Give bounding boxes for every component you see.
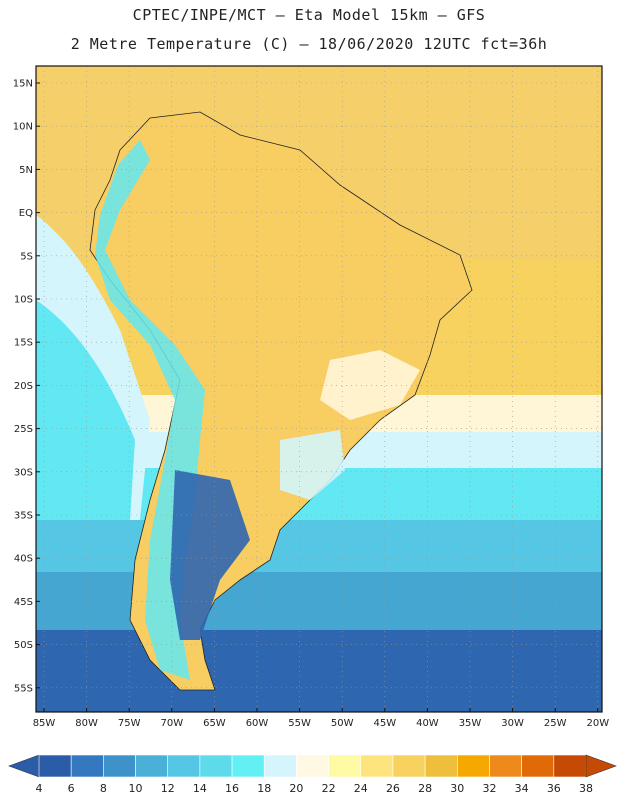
lon-tick-label: 85W bbox=[33, 718, 56, 729]
colorbar-segment bbox=[38, 754, 72, 778]
lon-tick-label: 55W bbox=[288, 718, 311, 729]
colorbar-segment bbox=[553, 754, 587, 778]
colorbar-low-arrow bbox=[8, 754, 40, 778]
lat-tick-label: 25S bbox=[14, 424, 33, 435]
map-border bbox=[35, 65, 603, 713]
colorbar-label: 18 bbox=[257, 782, 271, 795]
colorbar-label: 22 bbox=[322, 782, 336, 795]
lat-tick-label: 40S bbox=[14, 554, 33, 565]
colorbar-high-arrow bbox=[585, 754, 617, 778]
colorbar-segment bbox=[135, 754, 169, 778]
colorbar-label: 34 bbox=[515, 782, 529, 795]
southern-brazil-mild bbox=[280, 430, 345, 500]
colorbar-label: 16 bbox=[225, 782, 239, 795]
colorbar-segment bbox=[263, 754, 297, 778]
lon-tick-label: 45W bbox=[373, 718, 396, 729]
lat-tick-label: 45S bbox=[14, 597, 33, 608]
lat-tick-label: 15S bbox=[14, 338, 33, 349]
temp-band-14 bbox=[36, 520, 602, 575]
colorbar-segment bbox=[70, 754, 104, 778]
lon-tick-label: 25W bbox=[544, 718, 567, 729]
lat-tick-label: 10N bbox=[13, 122, 33, 133]
colorbar-label: 24 bbox=[354, 782, 368, 795]
colorbar-segment bbox=[103, 754, 136, 778]
colorbar-label: 38 bbox=[579, 782, 593, 795]
colorbar-label: 20 bbox=[289, 782, 303, 795]
map-title-line2: 2 Metre Temperature (C) – 18/06/2020 12U… bbox=[70, 35, 548, 53]
lat-tick-label: 15N bbox=[13, 79, 33, 90]
brazil-highlands-cool bbox=[320, 350, 420, 420]
colorbar-label: 8 bbox=[100, 782, 107, 795]
lat-tick-label: 5N bbox=[19, 165, 33, 176]
lon-tick-label: 75W bbox=[118, 718, 141, 729]
colorbar-segment bbox=[167, 754, 201, 778]
colorbar-label: 30 bbox=[450, 782, 464, 795]
temp-band-6 bbox=[36, 630, 602, 712]
colorbar-segment bbox=[424, 754, 458, 778]
latitude-axis: 15N 10N 5N EQ 5S 10S 15S 20S 25S 30S 35S 40S 45S 50S 5… bbox=[13, 79, 40, 694]
lon-tick-label: 60W bbox=[246, 718, 269, 729]
colorbar: 4 6 8 10 12 14 16 18 20 22 24 26 28 30 32 34 36 38 bbox=[8, 754, 617, 795]
colorbar-segment bbox=[392, 754, 426, 778]
lat-tick-label: 5S bbox=[20, 251, 33, 262]
lon-tick-label: 40W bbox=[416, 718, 439, 729]
lat-tick-label: 50S bbox=[14, 640, 33, 651]
colorbar-label: 36 bbox=[547, 782, 561, 795]
colorbar-label: 12 bbox=[161, 782, 175, 795]
lon-tick-label: 70W bbox=[160, 718, 183, 729]
colorbar-label: 32 bbox=[482, 782, 496, 795]
lon-tick-label: 30W bbox=[501, 718, 524, 729]
patagonia-cold bbox=[170, 470, 250, 640]
colorbar-segment bbox=[456, 754, 490, 778]
colorbar-segment bbox=[296, 754, 329, 778]
lon-tick-label: 50W bbox=[331, 718, 354, 729]
colorbar-segment bbox=[328, 754, 362, 778]
lat-tick-label: 35S bbox=[14, 511, 33, 522]
colorbar-segment bbox=[231, 754, 265, 778]
lon-tick-label: 80W bbox=[75, 718, 98, 729]
lat-tick-label: 30S bbox=[14, 467, 33, 478]
colorbar-segment bbox=[489, 754, 522, 778]
lat-tick-label: EQ bbox=[19, 208, 33, 219]
lat-tick-label: 55S bbox=[14, 683, 33, 694]
lat-tick-label: 20S bbox=[14, 381, 33, 392]
colorbar-segment bbox=[521, 754, 555, 778]
map-title-line1: CPTEC/INPE/MCT – Eta Model 15km – GFS bbox=[132, 6, 486, 24]
lon-tick-label: 65W bbox=[203, 718, 226, 729]
lon-tick-label: 20W bbox=[586, 718, 609, 729]
lat-tick-label: 10S bbox=[14, 295, 33, 306]
colorbar-segment bbox=[360, 754, 394, 778]
temp-band-10 bbox=[36, 572, 602, 632]
colorbar-label: 10 bbox=[129, 782, 143, 795]
colorbar-label: 6 bbox=[68, 782, 75, 795]
pacific-cold-water bbox=[36, 300, 135, 520]
colorbar-segment bbox=[199, 754, 233, 778]
longitude-axis: 85W 80W 75W 70W 65W 60W 55W 50W 45W 40W 35W 30W 25W 2… bbox=[33, 708, 609, 729]
colorbar-label: 28 bbox=[418, 782, 432, 795]
colorbar-label: 14 bbox=[193, 782, 207, 795]
lon-tick-label: 35W bbox=[459, 718, 482, 729]
colorbar-label: 26 bbox=[386, 782, 400, 795]
colorbar-label: 4 bbox=[36, 782, 43, 795]
